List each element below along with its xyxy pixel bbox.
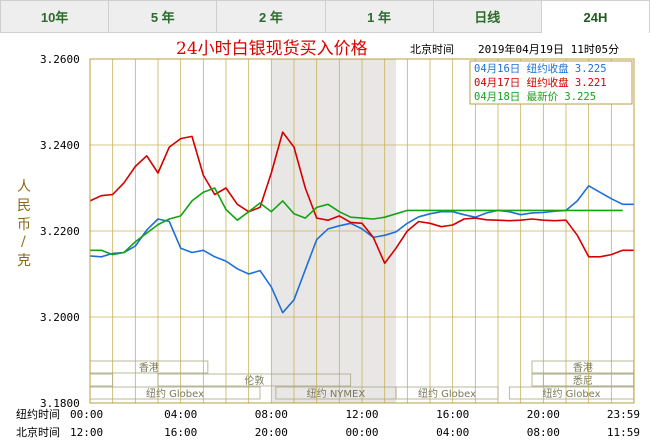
y-axis-label-char: 克 [17, 253, 31, 269]
grid-lines [90, 58, 634, 404]
x-tick-ny: 20:00 [527, 408, 560, 421]
x-tick-ny: 00:00 [70, 408, 103, 421]
y-tick-label: 3.2400 [40, 139, 80, 152]
market-session-label: 纽约 Globex [418, 387, 476, 400]
series-lines [89, 131, 634, 314]
legend-item-0416: 04月16日 纽约收盘 3.225 [474, 62, 607, 75]
y-axis-label: 人 民 币 / 克 [17, 179, 31, 269]
market-session-box [157, 373, 352, 387]
legend-box [469, 60, 633, 105]
x-tick-bj: 12:00 [70, 426, 103, 439]
x-tick-bj: 16:00 [164, 426, 197, 439]
market-session-label: 香港 [139, 362, 159, 374]
market-session-label: 纽约 NYMEX [307, 387, 366, 400]
x-tick-ny: 04:00 [164, 408, 197, 421]
y-axis-label-char: / [21, 234, 26, 250]
x-tick-bj: 11:59 [607, 426, 640, 439]
tab-5y[interactable]: 5 年 [109, 0, 218, 33]
market-session-label: 纽约 Globex [543, 387, 601, 400]
tab-24h[interactable]: 24H [541, 0, 650, 33]
tab-daily[interactable]: 日线 [433, 0, 542, 33]
y-axis-label-char: 币 [17, 217, 31, 233]
market-session-box [395, 386, 499, 400]
y-tick-label: 3.2200 [40, 225, 80, 238]
legend-item-0418: 04月18日 最新价 3.225 [474, 90, 596, 103]
x-tick-ny: 16:00 [436, 408, 469, 421]
y-ticks: 3.2600 3.2400 3.2200 3.2000 3.1800 [40, 53, 80, 410]
market-session-label: 悉尼 [573, 375, 593, 387]
x-tick-ny: 12:00 [345, 408, 378, 421]
period-tabs: 10年 5 年 2 年 1 年 日线 24H [0, 0, 650, 33]
tab-1y[interactable]: 1 年 [325, 0, 434, 33]
series-line-04月18日 [90, 187, 623, 256]
legend-item-0417: 04月17日 纽约收盘 3.221 [474, 76, 607, 89]
series-line-04月17日 [89, 131, 634, 265]
y-tick-label: 3.1800 [40, 397, 80, 410]
x-tick-bj: 00:00 [345, 426, 378, 439]
tab-2y[interactable]: 2 年 [217, 0, 326, 33]
x-tick-ny: 23:59 [607, 408, 640, 421]
tab-10y[interactable]: 10年 [0, 0, 110, 33]
x-tick-bj: 20:00 [255, 426, 288, 439]
x-tick-bj: 04:00 [436, 426, 469, 439]
market-session-label: 纽约 Globex [146, 387, 204, 400]
y-axis-label-char: 民 [17, 198, 31, 214]
legend: 04月16日 纽约收盘 3.225 04月17日 纽约收盘 3.221 04月1… [469, 60, 633, 105]
y-tick-label: 3.2000 [40, 311, 80, 324]
bj-time-row-label: 北京时间 [16, 425, 60, 439]
time-value: 2019年04月19日 11时05分 [478, 42, 619, 56]
time-label: 北京时间 [410, 42, 454, 56]
market-session-label: 伦敦 [244, 374, 264, 387]
chart-title: 24小时白银现货买入价格 [176, 39, 368, 59]
plot-frame [89, 58, 635, 404]
y-axis-label-char: 人 [17, 179, 31, 195]
x-ticks: 00:00 12:00 04:00 16:00 08:00 20:00 12:00 00:00… [70, 408, 640, 439]
market-session-label: 香港 [573, 362, 593, 374]
ny-time-row-label: 纽约时间 [16, 407, 60, 421]
series-line-04月16日 [89, 185, 634, 314]
y-tick-label: 3.2600 [40, 53, 80, 66]
x-tick-bj: 08:00 [527, 426, 560, 439]
x-tick-ny: 08:00 [255, 408, 288, 421]
